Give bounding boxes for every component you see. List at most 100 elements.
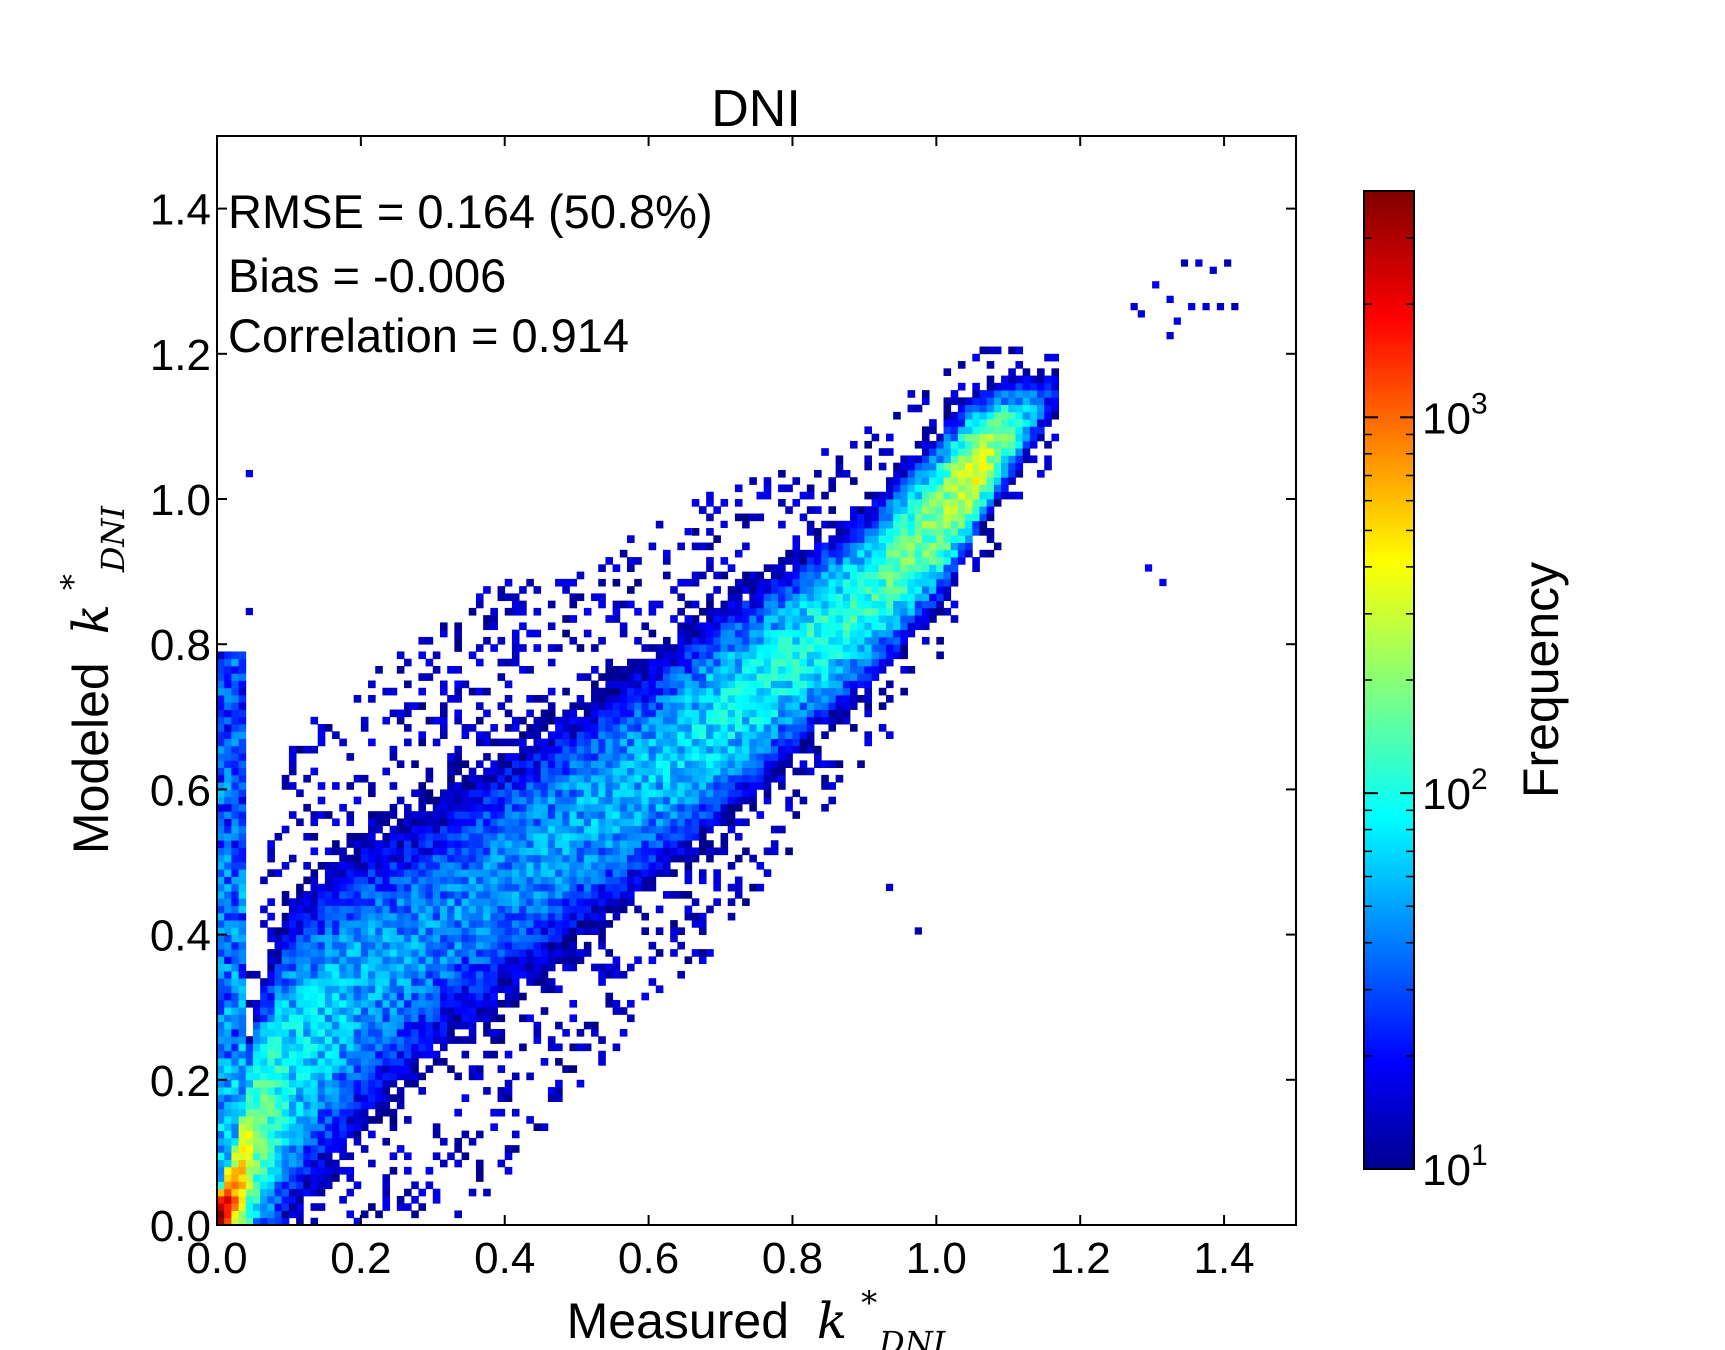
heatmap-cell	[691, 825, 700, 834]
heatmap-cell	[533, 774, 542, 783]
heatmap-cell	[770, 687, 779, 696]
heatmap-cell	[965, 542, 973, 551]
heatmap-cell	[929, 462, 937, 471]
heatmap-cell	[698, 789, 707, 798]
heatmap-cell	[799, 564, 808, 572]
heatmap-cell	[670, 920, 678, 928]
heatmap-cell	[583, 673, 592, 681]
heatmap-cell	[814, 615, 822, 623]
heatmap-cell	[483, 949, 491, 957]
heatmap-cell	[245, 1166, 254, 1175]
heatmap-cell	[296, 1101, 304, 1110]
heatmap-cell	[332, 891, 340, 899]
heatmap-cell	[986, 477, 995, 485]
heatmap-cell	[842, 469, 851, 478]
heatmap-cell	[706, 665, 714, 674]
heatmap-cell	[382, 1021, 391, 1030]
heatmap-cell	[461, 869, 470, 877]
heatmap-cell	[404, 1203, 412, 1211]
heatmap-cell	[749, 513, 757, 522]
heatmap-cell	[317, 1152, 326, 1161]
heatmap-cell	[217, 949, 225, 957]
heatmap-cell	[634, 680, 642, 689]
heatmap-cell	[475, 862, 484, 870]
heatmap-cell	[993, 448, 1002, 456]
heatmap-cell	[217, 1130, 225, 1139]
heatmap-cell	[418, 963, 426, 972]
heatmap-cell	[979, 499, 988, 507]
heatmap-cell	[627, 796, 635, 805]
heatmap-cell	[878, 564, 887, 572]
heatmap-cell	[411, 963, 419, 972]
heatmap-cell	[497, 927, 506, 935]
heatmap-cell	[389, 949, 398, 957]
heatmap-cell	[605, 840, 614, 848]
heatmap-cell	[346, 818, 355, 827]
heatmap-cell	[641, 847, 649, 856]
heatmap-cell	[238, 832, 247, 841]
heatmap-cell	[900, 469, 908, 478]
heatmap-cell	[288, 1065, 297, 1073]
heatmap-cell	[375, 1116, 383, 1124]
heatmap-cell	[447, 898, 455, 906]
heatmap-cell	[461, 1094, 470, 1102]
heatmap-cell	[332, 978, 340, 986]
heatmap-cell	[526, 774, 534, 783]
heatmap-cell	[454, 1137, 462, 1146]
heatmap-cell	[461, 811, 470, 819]
heatmap-cell	[368, 1079, 376, 1088]
heatmap-cell	[418, 883, 426, 892]
heatmap-cell	[332, 1007, 340, 1015]
heatmap-cell	[893, 499, 901, 507]
heatmap-cell	[497, 934, 506, 943]
stat-rmse: RMSE = 0.164 (50.8%)	[228, 185, 713, 238]
heatmap-cell	[339, 941, 347, 950]
heatmap-cell	[519, 847, 527, 856]
heatmap-cell	[770, 665, 779, 674]
heatmap-cell	[468, 1014, 477, 1023]
heatmap-cell	[224, 782, 232, 790]
heatmap-cell	[749, 680, 757, 689]
heatmap-cell	[382, 949, 391, 957]
heatmap-cell	[296, 927, 304, 935]
heatmap-cell	[382, 1007, 391, 1015]
heatmap-cell	[346, 869, 355, 877]
heatmap-cell	[245, 1137, 254, 1146]
heatmap-cell	[814, 549, 822, 558]
heatmap-cell	[850, 644, 858, 652]
heatmap-cell	[555, 891, 563, 899]
heatmap-cell	[605, 760, 614, 769]
heatmap-cell	[231, 992, 239, 1001]
heatmap-cell	[662, 803, 671, 812]
heatmap-cell	[756, 673, 765, 681]
heatmap-cell	[619, 970, 628, 979]
heatmap-cell	[562, 891, 570, 899]
heatmap-cell	[303, 1028, 311, 1037]
heatmap-cell	[591, 898, 599, 906]
heatmap-cell	[821, 665, 829, 674]
heatmap-cell	[576, 760, 585, 769]
heatmap-cell	[540, 745, 549, 754]
heatmap-cell	[224, 963, 232, 972]
heatmap-cell	[483, 992, 491, 1001]
heatmap-cell	[238, 840, 247, 848]
heatmap-cell	[1195, 259, 1203, 267]
heatmap-cell	[893, 564, 901, 572]
heatmap-cell	[490, 738, 498, 747]
heatmap-cell	[900, 571, 908, 580]
heatmap-cell	[267, 1036, 275, 1044]
heatmap-cell	[576, 644, 585, 652]
heatmap-cell	[324, 1050, 333, 1059]
heatmap-cell	[612, 789, 621, 798]
heatmap-cell	[217, 774, 225, 783]
heatmap-cell	[569, 636, 578, 645]
heatmap-cell	[605, 999, 614, 1008]
heatmap-cell	[231, 1043, 239, 1052]
heatmap-cell	[893, 535, 901, 543]
heatmap-cell	[296, 891, 304, 899]
heatmap-cell	[878, 636, 887, 645]
heatmap-cell	[454, 695, 462, 703]
heatmap-cell	[576, 912, 585, 921]
heatmap-cell	[238, 1116, 247, 1124]
heatmap-cell	[713, 883, 721, 892]
